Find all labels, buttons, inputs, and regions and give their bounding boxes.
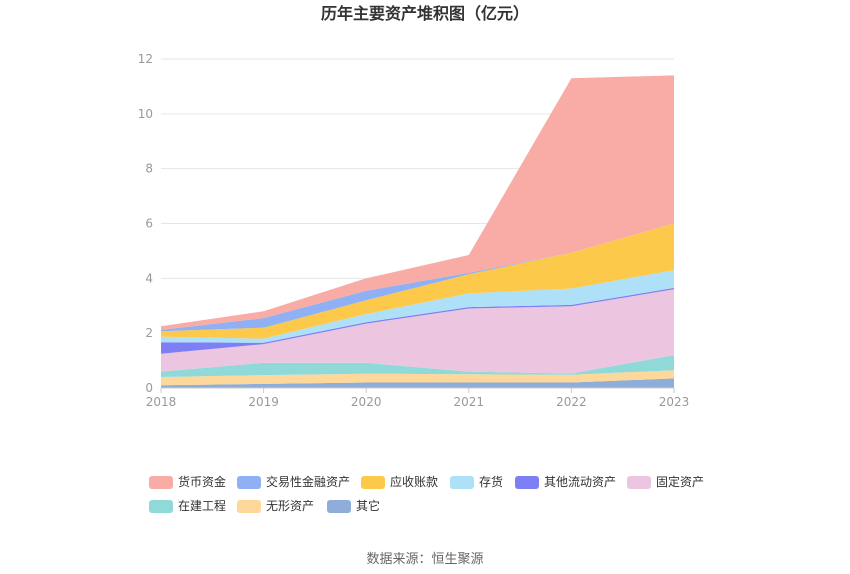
legend-label[interactable]: 存货 bbox=[479, 474, 503, 489]
area-series-应收账款 bbox=[161, 223, 674, 339]
legend-label[interactable]: 其它 bbox=[356, 498, 380, 513]
x-tick-label: 2022 bbox=[556, 395, 587, 409]
area-series-固定资产 bbox=[161, 289, 674, 374]
legend-label[interactable]: 交易性金融资产 bbox=[266, 474, 350, 489]
legend-swatch[interactable] bbox=[149, 476, 173, 489]
area-series-无形资产 bbox=[161, 370, 674, 386]
y-tick-label: 4 bbox=[145, 271, 153, 285]
legend-swatch[interactable] bbox=[237, 476, 261, 489]
legend-swatch[interactable] bbox=[627, 476, 651, 489]
legend-swatch[interactable] bbox=[327, 500, 351, 513]
area-series-在建工程 bbox=[161, 355, 674, 377]
legend-label[interactable]: 固定资产 bbox=[656, 474, 704, 489]
x-tick-label: 2018 bbox=[146, 395, 177, 409]
legend-label[interactable]: 应收账款 bbox=[390, 474, 438, 489]
area-series-存货 bbox=[161, 270, 674, 343]
y-tick-label: 12 bbox=[138, 52, 153, 66]
area-series-货币资金 bbox=[161, 75, 674, 330]
legend-swatch[interactable] bbox=[361, 476, 385, 489]
legend-label[interactable]: 在建工程 bbox=[178, 498, 226, 513]
legend-label[interactable]: 货币资金 bbox=[178, 474, 226, 489]
x-tick-label: 2020 bbox=[351, 395, 382, 409]
y-tick-label: 8 bbox=[145, 162, 153, 176]
x-tick-label: 2023 bbox=[659, 395, 690, 409]
area-series-其它 bbox=[161, 378, 674, 388]
area-series bbox=[161, 75, 674, 388]
chart-title: 历年主要资产堆积图（亿元） bbox=[321, 4, 529, 23]
legend-label[interactable]: 无形资产 bbox=[266, 499, 314, 513]
x-tick-label: 2021 bbox=[454, 395, 485, 409]
legend-swatch[interactable] bbox=[237, 500, 261, 513]
y-tick-label: 0 bbox=[145, 381, 153, 395]
y-tick-label: 2 bbox=[145, 326, 153, 340]
legend-label[interactable]: 其他流动资产 bbox=[544, 475, 616, 489]
data-source-note: 数据来源：恒生聚源 bbox=[366, 552, 483, 567]
y-tick-label: 6 bbox=[145, 217, 153, 231]
legend-swatch[interactable] bbox=[450, 476, 474, 489]
area-series-其他流动资产 bbox=[161, 287, 674, 354]
legend-swatch[interactable] bbox=[149, 500, 173, 513]
legend-swatch[interactable] bbox=[515, 476, 539, 489]
axes: 0 2 4 6 8 10 12 2018 2019 2020 2021 2022 2023 bbox=[138, 52, 690, 409]
y-tick-label: 10 bbox=[138, 107, 153, 121]
x-tick-label: 2019 bbox=[248, 395, 279, 409]
